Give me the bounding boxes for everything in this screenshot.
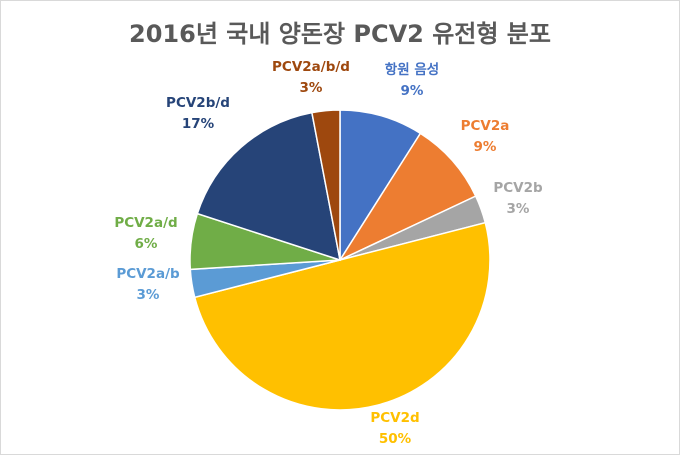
pie-slice-pcv2a-1: [337, 132, 477, 262]
data-label-value: 3%: [137, 287, 160, 303]
pie-slice-pcv2b-d-6: [196, 111, 341, 262]
data-label-value: 50%: [379, 431, 412, 447]
data-label-name: PCV2b: [493, 180, 543, 196]
data-label-name: PCV2a: [461, 118, 510, 134]
data-label-name: PCV2a/b/d: [272, 59, 350, 75]
data-label-name: PCV2d: [370, 410, 419, 426]
data-label-value: 6%: [135, 236, 158, 252]
data-label-name: PCV2a/d: [114, 215, 177, 231]
data-label-name: 항원 음성: [385, 61, 439, 78]
data-label-value: 17%: [182, 116, 215, 132]
data-label-value: 3%: [507, 201, 530, 217]
pie-slice-negative-0: [339, 109, 422, 263]
data-label-name: PCV2b/d: [166, 95, 230, 111]
data-label-value: 9%: [401, 83, 424, 99]
data-label-value: 3%: [300, 80, 323, 96]
data-label-value: 9%: [474, 139, 497, 155]
data-label-name: PCV2a/b: [116, 266, 180, 282]
chart-title: 2016년 국내 양돈장 PCV2 유전형 분포: [129, 20, 551, 48]
pie-slice-pcv2d-3: [193, 221, 491, 411]
pie-slice-pcv2a-b-d-7: [311, 109, 341, 261]
